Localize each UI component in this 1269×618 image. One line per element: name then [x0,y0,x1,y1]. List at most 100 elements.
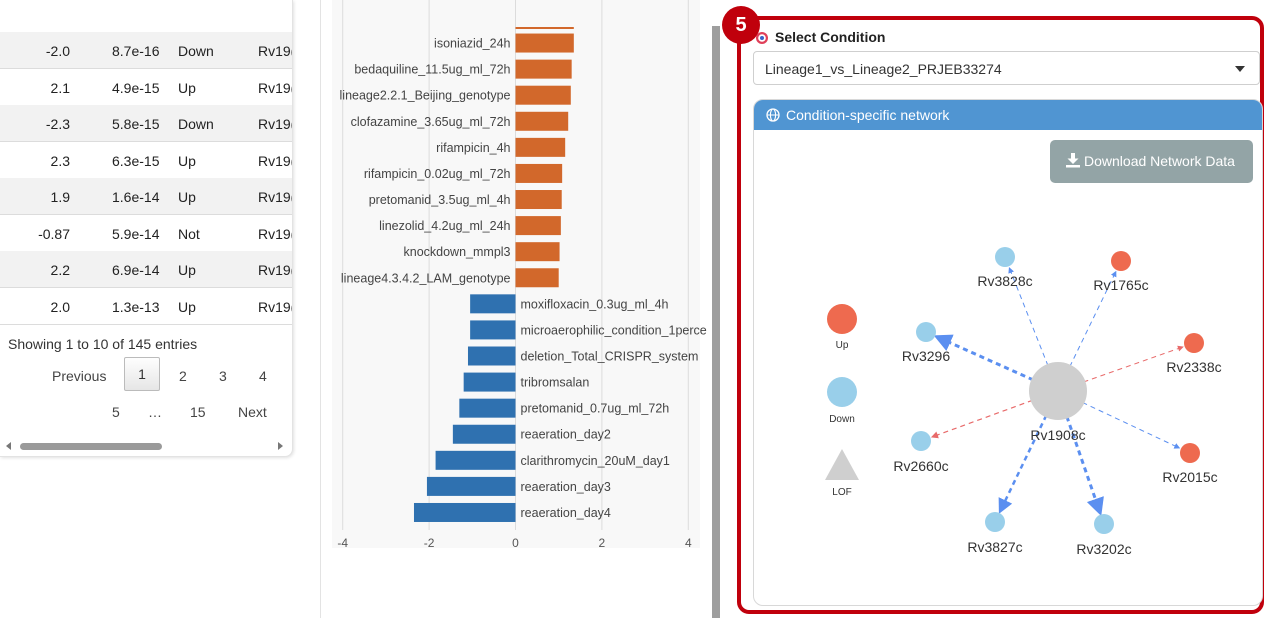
pvalue-cell: 8.7e-16 [112,43,160,59]
download-network-button[interactable]: Download Network Data [1050,140,1253,183]
chart-category-label: deletion_Total_CRISPR_system [521,350,699,364]
chart-category-label: linezolid_4.2ug_ml_24h [379,219,510,233]
log2fc-cell: 2.0 [50,298,70,315]
gene-cell: Rv19( [258,79,293,96]
chart-bar [515,137,566,157]
gene-cell: Rv19( [258,152,293,169]
chart-x-tick-label: 4 [685,536,692,550]
pagination-ellipsis: … [148,404,162,420]
direction-cell: Up [178,298,196,315]
gene-cell: Rv19( [258,189,293,205]
chart-category-label: rifampicin_4h [436,141,510,155]
network-node-label: Rv2338c [1166,359,1221,375]
chart-bar [426,476,516,496]
direction-cell: Up [178,79,196,96]
pagination-next[interactable]: Next [238,404,267,420]
chart-x-tick-label: -4 [337,536,348,550]
network-nodes: Rv3828c Rv1765c Rv3296 Rv2338c Rv2660c Rv2015… [893,247,1222,557]
chart-bar [470,294,516,314]
gene-cell: Rv19( [258,116,293,132]
scroll-left-arrow-icon[interactable] [6,442,11,450]
table-row: -2.0 8.7e-16 Down Rv19( [0,32,292,69]
pvalue-cell: 4.9e-15 [112,79,160,96]
chart-bars [413,27,574,522]
direction-cell: Down [178,43,214,59]
network-node[interactable] [1111,251,1131,271]
pvalue-cell: 6.9e-14 [112,262,160,278]
chart-bar [463,372,516,392]
table-row: 2.2 6.9e-14 Up Rv19( [0,251,292,288]
legend-up-marker [827,304,857,334]
table-row: 1.9 1.6e-14 Up Rv19( [0,178,292,215]
pagination-page-3[interactable]: 3 [219,368,227,384]
chart-category-label: lineage4.3.4.2_LAM_genotype [341,271,511,285]
chart-labels: isoniazid_24h bedaquiline_11.5ug_ml_72hli… [340,37,707,520]
log2fc-cell: -2.0 [45,43,70,59]
chart-x-tick-label: -2 [424,536,435,550]
table-row: -0.87 5.9e-14 Not Rv19( [0,215,292,252]
chart-category-label: clofazamine_3.65ug_ml_72h [351,115,511,129]
chart-category-label: moxifloxacin_0.3ug_ml_4h [521,297,669,311]
network-node-label: Rv2015c [1162,469,1217,485]
network-center-label: Rv1908c [1030,427,1085,443]
chart-category-label: clarithromycin_20uM_day1 [521,454,670,468]
pagination-previous[interactable]: Previous [52,368,107,384]
chart-bar [515,242,560,262]
chart-bar [435,450,516,470]
condition-bar-chart: isoniazid_24h bedaquiline_11.5ug_ml_72hli… [332,0,707,550]
chevron-down-icon [1235,66,1245,72]
chart-category-label: microaerophilic_condition_1perce [521,323,707,337]
network-node[interactable] [911,431,931,451]
network-legend: Up Down LOF [825,304,859,498]
pagination-page-2[interactable]: 2 [179,368,187,384]
download-network-label: Download Network Data [1084,153,1235,169]
pvalue-cell: 5.9e-14 [112,225,160,242]
log2fc-cell: 2.2 [50,262,70,278]
pagination-page-15[interactable]: 15 [190,404,206,420]
target-icon [756,32,768,44]
network-node[interactable] [995,247,1015,267]
condition-select[interactable]: Lineage1_vs_Lineage2_PRJEB33274 [753,51,1260,85]
chart-category-label: reaeration_day4 [521,506,611,520]
table-info: Showing 1 to 10 of 145 entries [8,336,198,352]
chart-bar [515,268,559,288]
network-node-label: Rv3296 [902,348,950,364]
chart-bar [515,85,571,105]
log2fc-cell: 2.3 [50,152,70,169]
direction-cell: Up [178,262,196,278]
chart-category-label: pretomanid_3.5ug_ml_4h [369,193,511,207]
chart-bar [413,502,516,522]
log2fc-cell: -2.3 [45,116,70,132]
legend-down-label: Down [829,414,855,425]
network-node-label: Rv1765c [1093,277,1148,293]
scroll-right-arrow-icon[interactable] [278,442,283,450]
legend-lof-marker [825,449,859,480]
horizontal-scrollbar-thumb[interactable] [20,443,162,450]
chart-category-label: isoniazid_24h [434,37,510,51]
network-node[interactable] [985,512,1005,532]
pvalue-cell: 5.8e-15 [112,116,160,132]
network-node-label: Rv2660c [893,458,948,474]
network-node[interactable] [1180,443,1200,463]
network-node[interactable] [916,322,936,342]
chart-x-tick-label: 2 [599,536,606,550]
legend-up-label: Up [836,340,849,351]
pagination-page-5[interactable]: 5 [112,404,120,420]
splitter-bar[interactable] [712,26,720,618]
pagination-page-4[interactable]: 4 [259,368,267,384]
network-node[interactable] [1184,333,1204,353]
network-node-label: Rv3202c [1076,541,1131,557]
chart-bar [515,163,563,183]
network-center-node[interactable] [1029,362,1087,420]
legend-lof-label: LOF [832,487,851,498]
table-row: 2.0 1.3e-13 Up Rv19( [0,288,292,325]
network-graph[interactable]: Up Down LOF Rv3828c Rv1765c Rv3296 Rv2338c Rv2… [754,100,1263,606]
pagination-page-1[interactable]: 1 [124,357,160,391]
network-node[interactable] [1094,514,1114,534]
direction-cell: Down [178,116,214,132]
legend-down-marker [827,377,857,407]
chart-category-label: rifampicin_0.02ug_ml_72h [364,167,511,181]
direction-cell: Up [178,152,196,169]
chart-category-label: bedaquiline_11.5ug_ml_72h [354,63,510,77]
table-row: 2.1 4.9e-15 Up Rv19( [0,69,292,106]
